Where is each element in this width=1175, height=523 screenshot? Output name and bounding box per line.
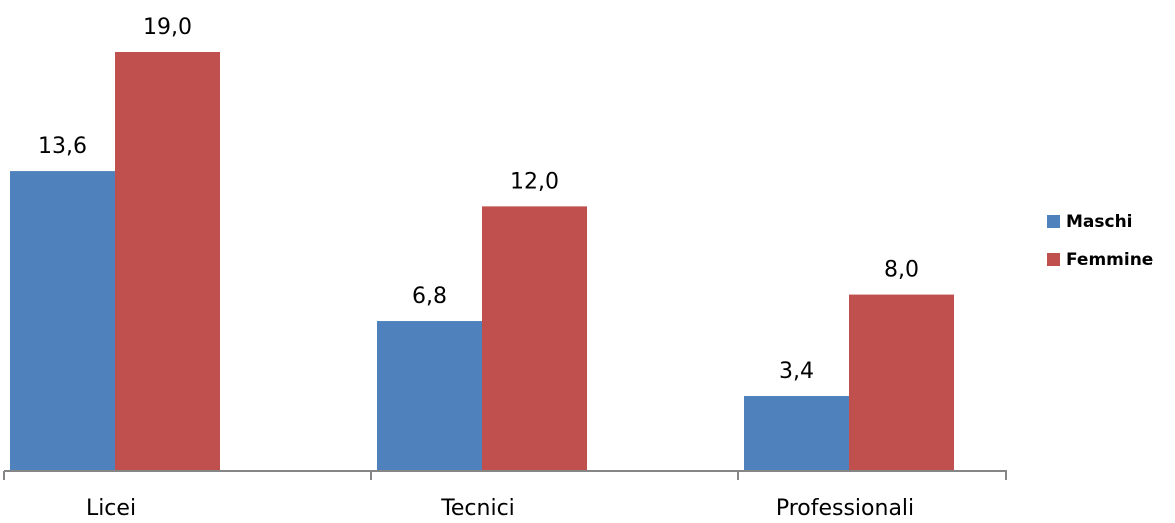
bars-layer <box>10 52 954 472</box>
bar-femmine-professionali <box>849 294 954 471</box>
legend-label-femmine: Femmine <box>1066 250 1153 270</box>
value-label-femmine-tecnici: 12,0 <box>510 169 559 194</box>
bar-maschi-licei <box>10 171 115 471</box>
bar-femmine-licei <box>115 52 220 471</box>
legend-swatch-femmine <box>1047 253 1060 266</box>
category-label-professionali: Professionali <box>776 496 914 521</box>
category-label-tecnici: Tecnici <box>440 496 515 521</box>
legend-label-maschi: Maschi <box>1066 212 1133 232</box>
legend: Maschi Femmine <box>1047 212 1153 270</box>
value-label-femmine-professionali: 8,0 <box>884 258 919 283</box>
value-label-maschi-tecnici: 6,8 <box>412 284 447 309</box>
x-axis-ticks <box>3 471 1007 480</box>
category-label-licei: Licei <box>86 496 136 521</box>
value-label-femmine-licei: 19,0 <box>143 15 192 40</box>
bar-maschi-tecnici <box>377 321 482 471</box>
value-labels-layer: 13,6 19,0 6,8 12,0 3,4 8,0 <box>38 15 919 384</box>
value-label-maschi-licei: 13,6 <box>38 134 87 159</box>
category-labels: Licei Tecnici Professionali <box>86 496 914 521</box>
bar-femmine-tecnici <box>482 206 587 472</box>
bar-maschi-professionali <box>744 396 849 471</box>
value-label-maschi-professionali: 3,4 <box>779 359 814 384</box>
legend-swatch-maschi <box>1047 215 1060 228</box>
